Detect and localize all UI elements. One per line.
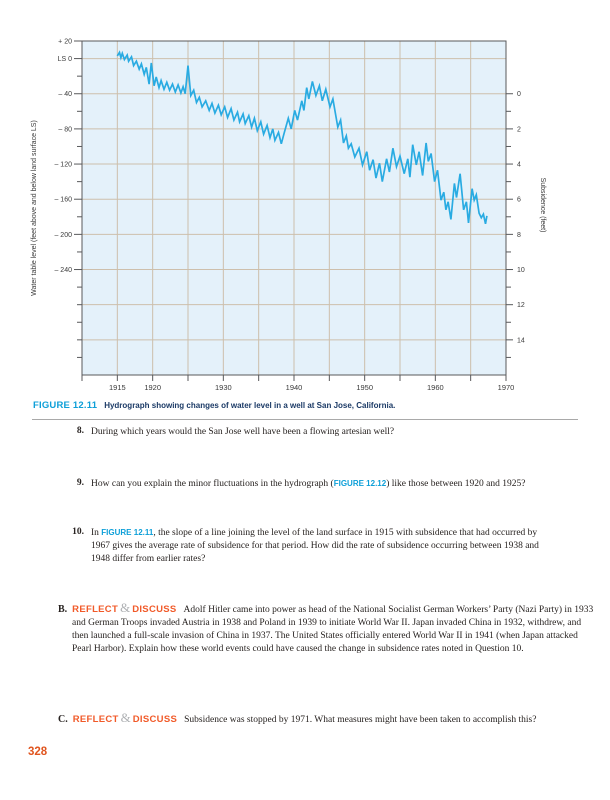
- x-axis-tick-label: 1920: [144, 383, 161, 392]
- right-axis-tick-label: 8: [517, 232, 521, 239]
- x-axis-tick-label: 1960: [427, 383, 444, 392]
- left-axis-tick-label: – 200: [54, 232, 72, 239]
- question-text-post: ) like those between 1920 and 1925?: [386, 479, 526, 489]
- figure-reference: FIGURE 12.11: [101, 528, 154, 537]
- question-text: During which years would the San Jose we…: [91, 425, 578, 439]
- right-axis-tick-label: 14: [517, 337, 525, 344]
- reflect-discuss-section-c: C. REFLECT & DISCUSS Subsidence was stopped …: [58, 711, 594, 727]
- left-axis-title: Water table level (feet above and below …: [31, 120, 38, 296]
- x-axis-tick-label: 1940: [286, 383, 303, 392]
- ampersand: &: [120, 710, 131, 725]
- right-axis-tick-label: 6: [517, 197, 521, 204]
- x-axis-tick-label: 1930: [215, 383, 232, 392]
- section-divider: [32, 419, 578, 420]
- question-text-pre: In: [91, 528, 102, 538]
- right-axis-tick-label: 0: [517, 91, 521, 98]
- question-text: How can you explain the minor fluctuatio…: [91, 477, 578, 491]
- right-axis-tick-label: 10: [517, 267, 525, 274]
- question-8: 8. During which years would the San Jose…: [64, 425, 578, 439]
- x-axis-tick-label: 1970: [498, 383, 515, 392]
- question-10: 10. In FIGURE 12.11, the slope of a line…: [64, 526, 556, 566]
- left-axis-tick-label: – 120: [54, 162, 72, 169]
- question-number: 9.: [76, 478, 84, 488]
- page-number: 328: [28, 746, 48, 758]
- x-axis-tick-label: 1915: [109, 383, 126, 392]
- left-axis-tick-label: LS 0: [58, 56, 73, 63]
- discuss-label: DISCUSS: [132, 714, 178, 725]
- reflect-label: REFLECT: [72, 714, 119, 725]
- reflect-text: Adolf Hitler came into power as head of …: [72, 605, 594, 654]
- right-axis-title: Subsidence (feet): [539, 178, 546, 233]
- left-axis-tick-label: – 40: [58, 91, 72, 98]
- section-letter: B.: [58, 604, 68, 615]
- hydrograph-chart: + 20 LS 0 – 40 – 80 – 120 – 160 – 200 – 240 0 2 4 6…: [31, 39, 546, 393]
- question-number: 8.: [76, 426, 84, 436]
- right-axis-tick-label: 4: [517, 162, 521, 169]
- section-letter: C.: [58, 714, 68, 725]
- right-axis-tick-label: 12: [517, 302, 525, 309]
- question-9: 9. How can you explain the minor fluctua…: [64, 477, 578, 491]
- left-axis-tick-label: – 240: [54, 267, 72, 274]
- left-axis-tick-label: + 20: [58, 39, 72, 46]
- question-text: In FIGURE 12.11, the slope of a line joi…: [91, 526, 556, 566]
- reflect-text: Subsidence was stopped by 1971. What mea…: [184, 715, 537, 725]
- discuss-label: DISCUSS: [132, 604, 177, 615]
- x-axis-tick-label: 1950: [356, 383, 373, 392]
- figure-caption-text: Hydrograph showing changes of water leve…: [104, 401, 396, 410]
- ampersand: &: [120, 600, 131, 615]
- reflect-discuss-section-b: B. REFLECT & DISCUSS Adolf Hitler came into …: [58, 601, 594, 656]
- figure-label: FIGURE 12.11: [33, 400, 98, 411]
- reflect-label: REFLECT: [72, 604, 119, 615]
- question-text-pre: How can you explain the minor fluctuatio…: [91, 479, 334, 489]
- figure-reference: FIGURE 12.12: [333, 479, 387, 488]
- right-axis-tick-label: 2: [517, 126, 521, 133]
- figure-caption: FIGURE 12.11 Hydrograph showing changes o…: [33, 395, 395, 413]
- left-axis-tick-label: – 80: [58, 126, 72, 133]
- left-axis-tick-label: – 160: [54, 197, 72, 204]
- question-text-pre: During which years would the San Jose we…: [91, 427, 395, 437]
- question-text-post: , the slope of a line joining the level …: [91, 528, 539, 564]
- water-level-line: [116, 50, 488, 224]
- question-number: 10.: [72, 527, 84, 537]
